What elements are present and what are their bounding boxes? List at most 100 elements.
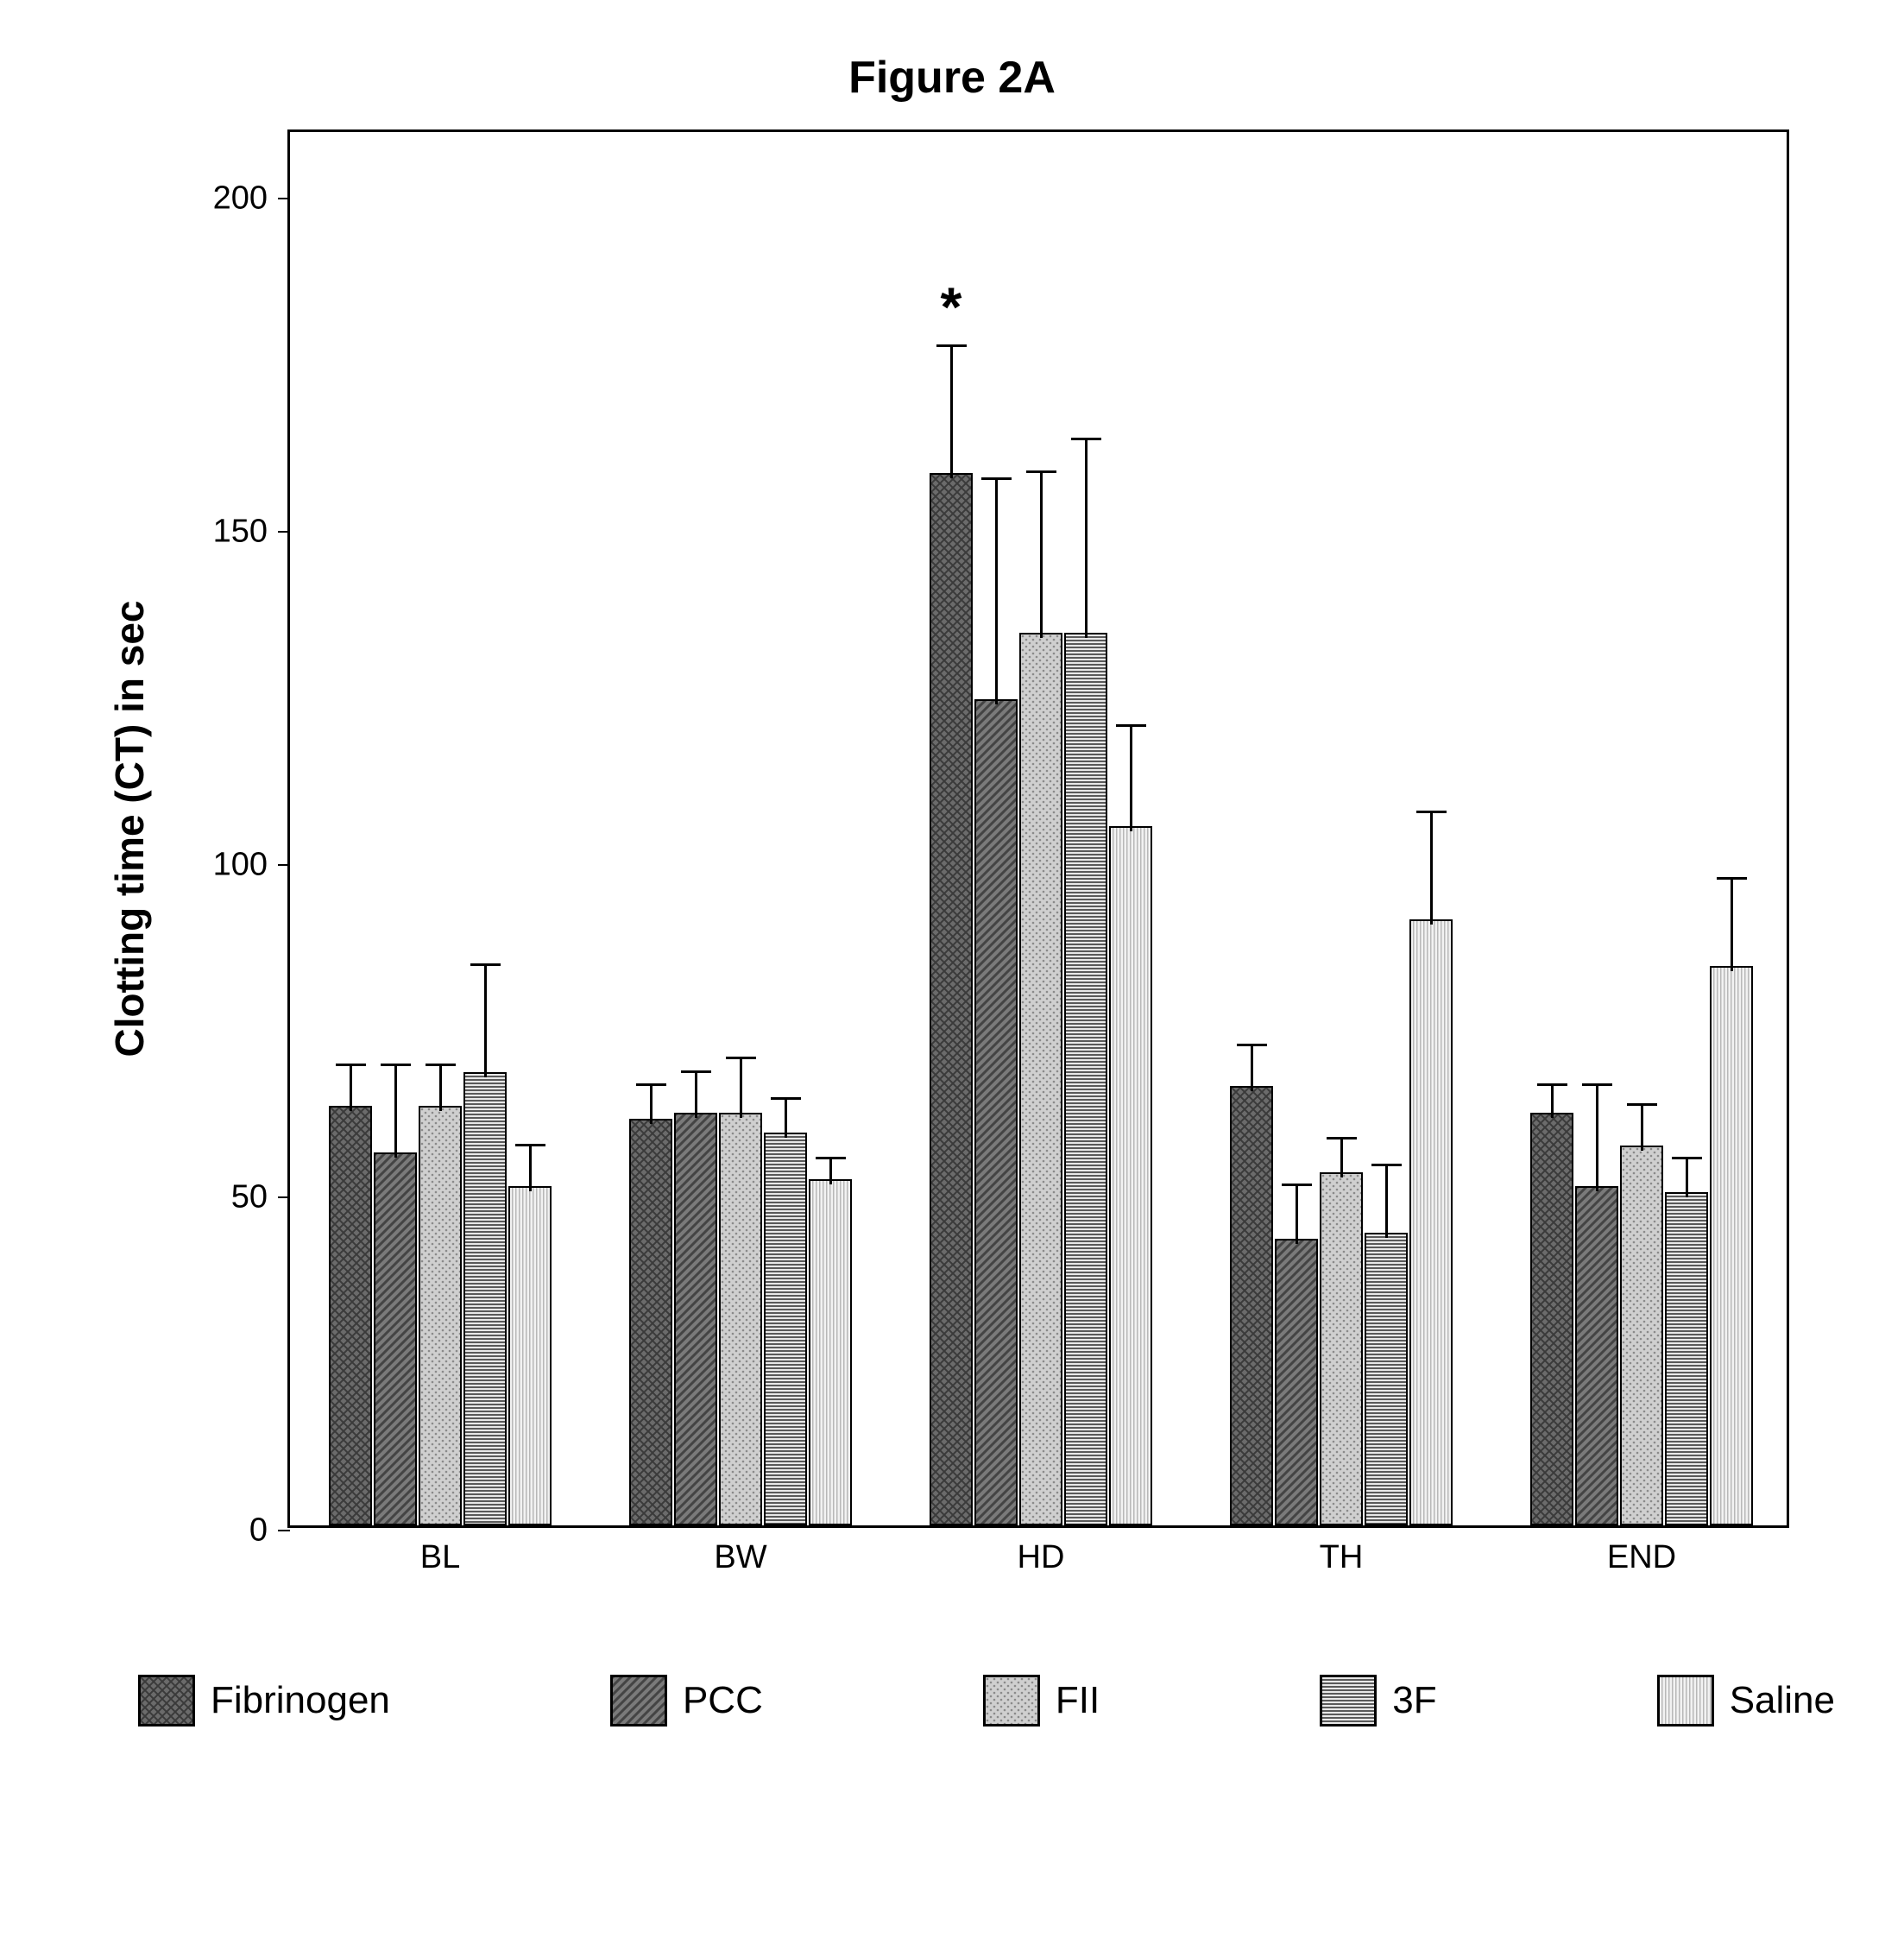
legend-swatch [1657, 1675, 1714, 1727]
error-bar-cap [681, 1070, 711, 1073]
error-bar [1040, 471, 1043, 638]
error-bar [439, 1064, 442, 1111]
bar [374, 1152, 417, 1525]
error-bar-cap [1627, 1103, 1657, 1106]
error-bar-cap [1672, 1157, 1702, 1159]
error-bar-cap [515, 1144, 545, 1146]
bar [1620, 1146, 1663, 1525]
bar [1665, 1192, 1708, 1525]
bar [508, 1186, 552, 1525]
error-bar [1731, 878, 1733, 971]
error-bar [695, 1071, 697, 1118]
error-bar-cap [936, 344, 967, 347]
bar [1109, 826, 1152, 1525]
bar [1320, 1172, 1363, 1525]
error-bar [1130, 725, 1132, 831]
error-bar-cap [636, 1083, 666, 1086]
bar [719, 1113, 762, 1525]
significance-marker: * [941, 275, 962, 338]
error-bar-cap [1537, 1083, 1567, 1086]
legend-swatch [610, 1675, 667, 1727]
error-bar-cap [1237, 1044, 1267, 1046]
error-bar-cap [771, 1097, 801, 1100]
bar [1365, 1233, 1408, 1525]
bar [419, 1106, 462, 1525]
error-bar [785, 1098, 787, 1138]
error-bar [529, 1145, 532, 1191]
bar [809, 1179, 852, 1525]
bar [1575, 1186, 1618, 1525]
legend-swatch [138, 1675, 195, 1727]
error-bar-cap [1717, 877, 1747, 880]
legend-item: 3F [1320, 1675, 1436, 1727]
y-axis-label: Clotting time (CT) in sec [106, 601, 153, 1057]
error-bar [350, 1064, 352, 1111]
error-bar-cap [726, 1057, 756, 1059]
error-bar-cap [1026, 470, 1056, 473]
error-bar [1551, 1084, 1554, 1118]
x-tick-label: HD [1018, 1539, 1065, 1576]
bar [1710, 966, 1753, 1525]
error-bar [995, 478, 998, 704]
chart-area: Clotting time (CT) in sec 050100150200BL… [80, 129, 1824, 1606]
bar [764, 1133, 807, 1525]
error-bar [1430, 811, 1433, 925]
error-bar-cap [1416, 811, 1447, 813]
error-bar [829, 1158, 832, 1184]
error-bar-cap [981, 477, 1012, 480]
error-bar [1251, 1045, 1253, 1091]
legend-label: Fibrinogen [211, 1679, 390, 1722]
figure-title: Figure 2A [52, 52, 1852, 104]
error-bar-cap [816, 1157, 846, 1159]
error-bar [1641, 1104, 1643, 1151]
bar [1019, 633, 1062, 1525]
page: Figure 2A Clotting time (CT) in sec 0501… [0, 0, 1904, 1796]
error-bar-cap [1282, 1184, 1312, 1186]
error-bar-cap [1582, 1083, 1612, 1086]
error-bar-cap [426, 1064, 456, 1066]
x-tick-label: END [1607, 1539, 1676, 1576]
legend-label: PCC [683, 1679, 763, 1722]
error-bar [1340, 1138, 1343, 1177]
bar [463, 1072, 507, 1525]
legend-item: Fibrinogen [138, 1675, 390, 1727]
bar [1409, 919, 1453, 1525]
error-bar [1296, 1184, 1298, 1244]
error-bar-cap [336, 1064, 366, 1066]
legend-swatch [983, 1675, 1040, 1727]
legend-item: PCC [610, 1675, 763, 1727]
legend: Fibrinogen PCC FII 3F Saline [138, 1675, 1835, 1727]
error-bar-cap [381, 1064, 411, 1066]
legend-item: FII [983, 1675, 1100, 1727]
plot-frame: 050100150200BLBWHD*THEND [287, 129, 1789, 1528]
error-bar-cap [1371, 1164, 1402, 1166]
error-bar-cap [1071, 438, 1101, 440]
y-tick-label: 100 [213, 846, 290, 883]
bar [1275, 1239, 1318, 1525]
error-bar-cap [470, 963, 501, 966]
y-tick-label: 150 [213, 513, 290, 550]
y-tick-label: 50 [231, 1179, 290, 1216]
error-bar [394, 1064, 397, 1158]
legend-item: Saline [1657, 1675, 1835, 1727]
error-bar-cap [1327, 1137, 1357, 1139]
bar [629, 1119, 672, 1525]
error-bar [1596, 1084, 1598, 1190]
legend-label: Saline [1730, 1679, 1835, 1722]
legend-label: FII [1056, 1679, 1100, 1722]
bar [674, 1113, 717, 1525]
x-tick-label: TH [1320, 1539, 1364, 1576]
error-bar [740, 1057, 742, 1117]
error-bar [950, 345, 953, 478]
legend-swatch [1320, 1675, 1377, 1727]
x-tick-label: BL [420, 1539, 460, 1576]
error-bar [650, 1084, 653, 1124]
legend-label: 3F [1392, 1679, 1436, 1722]
bar [329, 1106, 372, 1525]
error-bar [1686, 1158, 1688, 1197]
error-bar-cap [1116, 724, 1146, 727]
bar [1230, 1086, 1273, 1525]
bar [974, 699, 1018, 1525]
error-bar [1085, 439, 1088, 638]
bar [1064, 633, 1107, 1525]
